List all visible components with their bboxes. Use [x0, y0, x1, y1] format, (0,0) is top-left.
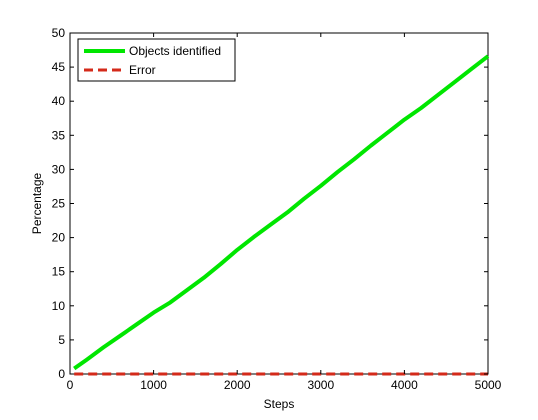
x-tick-label: 0 — [67, 378, 74, 392]
series-line-0 — [73, 54, 490, 371]
legend-label-0: Objects identified — [129, 44, 221, 58]
y-tick-label: 40 — [52, 94, 66, 108]
legend-box — [77, 38, 236, 82]
x-tick-label: 1000 — [140, 378, 167, 392]
series-layer — [73, 54, 490, 376]
y-tick-label: 5 — [58, 333, 65, 347]
x-axis-label: Steps — [264, 397, 295, 411]
x-tick-label: 4000 — [391, 378, 418, 392]
y-tick-label: 50 — [52, 26, 66, 40]
legend-label-1: Error — [129, 63, 156, 77]
y-tick-label: 25 — [52, 197, 66, 211]
ticks-layer: 0 1000 2000 3000 4000 5000 0 5 10 15 20 25 30 35 40 45 5… — [52, 26, 502, 392]
y-tick-label: 10 — [52, 299, 66, 313]
x-tick-label: 5000 — [475, 378, 502, 392]
legend: Objects identified Error — [77, 38, 236, 82]
y-tick-label: 20 — [52, 231, 66, 245]
y-tick-label: 45 — [52, 60, 66, 74]
plot-area: 0 1000 2000 3000 4000 5000 0 5 10 15 20 25 30 35 40 45 5… — [52, 26, 502, 392]
x-tick-label: 2000 — [224, 378, 251, 392]
y-tick-label: 30 — [52, 162, 66, 176]
y-tick-label: 15 — [52, 265, 66, 279]
axes-box — [69, 32, 489, 375]
y-axis-label: Percentage — [30, 172, 44, 234]
x-tick-label: 3000 — [307, 378, 334, 392]
y-tick-label: 0 — [58, 367, 65, 381]
y-tick-label: 35 — [52, 128, 66, 142]
